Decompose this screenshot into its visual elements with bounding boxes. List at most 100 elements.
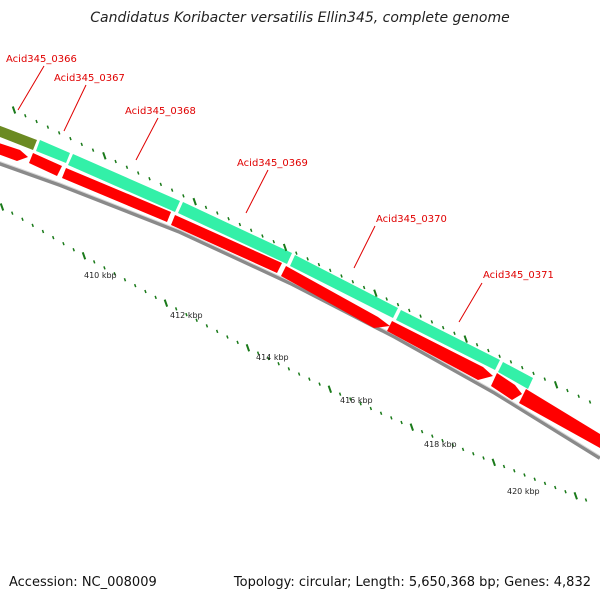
scale-tick xyxy=(521,365,524,370)
scale-tick xyxy=(249,228,253,232)
scale-tick xyxy=(351,280,355,284)
scale-tick xyxy=(62,241,65,246)
gene-label[interactable]: Acid345_0367 xyxy=(54,73,125,84)
scale-tick xyxy=(306,257,309,261)
scale-tick xyxy=(491,458,496,467)
page-title: Candidatus Koribacter versatilis Ellin34… xyxy=(90,10,510,26)
scale-tick xyxy=(256,351,260,355)
scale-tick xyxy=(123,277,127,282)
scale-tick xyxy=(277,361,280,366)
reverse-gene[interactable] xyxy=(387,321,493,380)
scale-tick xyxy=(588,400,592,404)
forward-gene[interactable] xyxy=(68,154,180,212)
forward-gene[interactable] xyxy=(36,140,70,163)
forward-gene[interactable] xyxy=(178,202,292,264)
scale-tick xyxy=(287,367,291,371)
scale-tick xyxy=(308,377,311,381)
scale-tick xyxy=(174,307,178,311)
scale-tick xyxy=(431,434,434,438)
scale-tick xyxy=(92,260,96,264)
forward-gene-track xyxy=(0,122,533,389)
scale-tick xyxy=(482,456,485,460)
scale-tick xyxy=(400,420,403,425)
gene-label[interactable]: Acid345_0369 xyxy=(237,158,308,169)
scale-tick xyxy=(185,312,188,317)
scale-tick xyxy=(523,473,526,477)
reverse-gene-track xyxy=(0,140,600,448)
gene-label[interactable]: Acid345_0370 xyxy=(376,214,447,225)
scale-tick xyxy=(144,289,147,294)
scale-tick xyxy=(216,211,219,215)
gene-label[interactable]: Acid345_0371 xyxy=(483,270,554,281)
scale-tick xyxy=(441,438,444,443)
scale-tick xyxy=(564,489,567,494)
reverse-gene[interactable] xyxy=(519,389,600,448)
gene-leader-lines xyxy=(17,65,483,323)
kbp-label: 420 kbp xyxy=(507,487,540,496)
gene-label[interactable]: Acid345_0366 xyxy=(6,54,77,65)
scale-tick xyxy=(205,324,209,328)
reverse-gene[interactable] xyxy=(171,215,282,273)
scale-tick xyxy=(509,360,513,364)
scale-tick xyxy=(453,331,456,336)
scale-tick xyxy=(317,262,321,267)
forward-gene[interactable] xyxy=(290,255,398,318)
scale-tick xyxy=(133,283,137,288)
scale-tick xyxy=(103,266,106,270)
genome-summary: Topology: circular; Length: 5,650,368 bp… xyxy=(233,575,591,590)
scale-tick xyxy=(154,295,157,300)
reverse-gene[interactable] xyxy=(29,153,62,176)
scale-tick xyxy=(329,268,332,273)
scale-tick xyxy=(282,243,288,252)
reverse-gene[interactable] xyxy=(491,373,522,400)
scale-tick xyxy=(390,416,393,420)
scale-tick xyxy=(441,325,445,330)
scale-tick xyxy=(487,348,490,353)
kbp-label: 414 kbp xyxy=(256,353,289,362)
scale-tick xyxy=(327,385,333,393)
scale-tick xyxy=(227,217,230,221)
kbp-label: 418 kbp xyxy=(424,440,457,449)
forward-gene[interactable] xyxy=(396,310,500,370)
scale-tick xyxy=(543,481,547,486)
scale-tick xyxy=(463,335,468,343)
scale-tick xyxy=(72,248,75,252)
scale-tick xyxy=(245,343,251,352)
reverse-gene[interactable] xyxy=(0,140,28,161)
scale-tick xyxy=(41,229,45,234)
scale-tick xyxy=(373,289,378,298)
scale-tick xyxy=(102,151,107,160)
scale-tick xyxy=(11,106,17,114)
scale-tick xyxy=(430,320,434,324)
reverse-gene[interactable] xyxy=(62,168,171,222)
scale-tick xyxy=(472,451,475,456)
scale-tick xyxy=(226,335,229,339)
scale-tick xyxy=(475,342,479,347)
scale-tick xyxy=(192,197,197,206)
scale-tick xyxy=(182,194,185,198)
scale-tick xyxy=(81,251,87,260)
genome-backbone xyxy=(0,161,600,460)
scale-tick xyxy=(69,136,72,141)
scale-tick xyxy=(51,235,55,240)
scale-tick xyxy=(502,464,506,469)
forward-gene[interactable] xyxy=(0,122,37,150)
scale-tick xyxy=(114,159,117,164)
scale-tick xyxy=(533,477,537,481)
scale-tick xyxy=(420,429,424,434)
gene-label[interactable]: Acid345_0368 xyxy=(125,106,196,117)
forward-gene[interactable] xyxy=(498,362,533,389)
scale-tick xyxy=(543,377,547,381)
scale-tick xyxy=(409,423,414,431)
scale-tick xyxy=(297,372,301,376)
kbp-label: 410 kbp xyxy=(84,271,117,280)
reverse-gene[interactable] xyxy=(281,266,390,328)
scale-tick xyxy=(498,354,501,358)
kbp-label: 412 kbp xyxy=(170,311,203,320)
scale-ticks xyxy=(0,106,592,502)
scale-tick xyxy=(338,392,342,396)
scale-tick xyxy=(0,203,5,211)
scale-tick xyxy=(573,492,578,500)
scale-tick xyxy=(11,211,14,215)
